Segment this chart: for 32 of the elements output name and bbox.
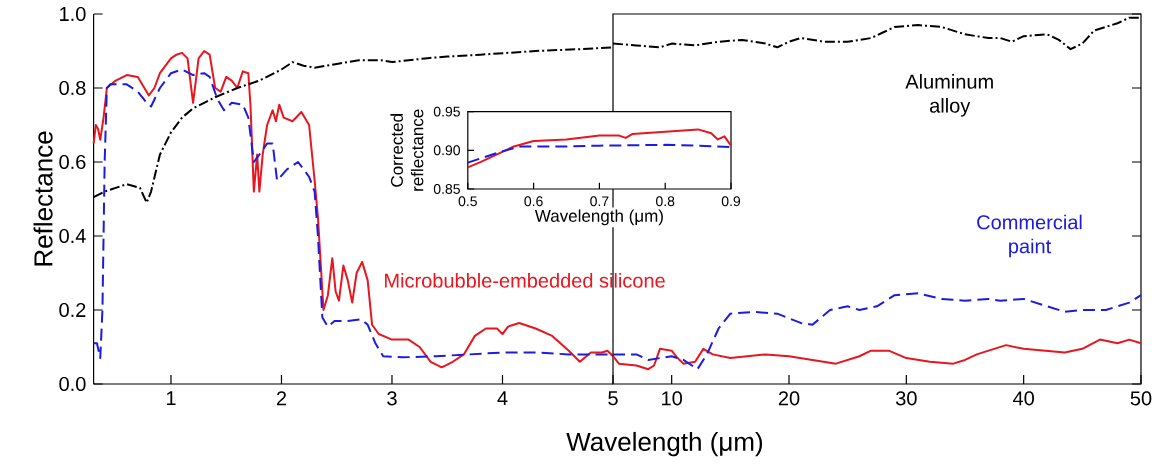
y-axis-title: Reflectance (33, 131, 53, 266)
x-tick-label: 30 (895, 391, 917, 406)
text: Commercial paint (977, 214, 1082, 258)
x-tick-label: 2 (276, 391, 287, 406)
y-tick-label: 1.0 (60, 6, 86, 22)
x-tick-label: 4 (497, 391, 508, 406)
x-tick-label: 50 (1130, 391, 1152, 406)
y-axis-title: Corrected reflectance (390, 109, 424, 191)
y-tick-label: 0.0 (59, 376, 86, 392)
x-tick-label: 10 (662, 391, 683, 406)
y-tick-label: 0.90 (433, 145, 460, 156)
y-tick-label: 0.85 (433, 184, 460, 194)
y-tick-label: 0.95 (433, 106, 460, 117)
y-tick-label: 0.8 (59, 80, 86, 96)
y-tick-label: 0.6 (59, 154, 86, 170)
y-tick-label: 0.4 (59, 228, 86, 244)
line-series (466, 128, 732, 169)
x-tick-label: 3 (387, 391, 397, 406)
line-series (466, 143, 732, 164)
x-axis-title: Wavelength (μm) (566, 431, 763, 457)
x-tick-label: 20 (778, 391, 800, 406)
y-tick-label: 0.2 (59, 302, 86, 318)
x-tick-label: 5 (608, 391, 618, 406)
x-tick-label: 0.9 (721, 196, 741, 207)
series-label: Aluminum alloy (905, 74, 993, 117)
x-tick-label: 0.6 (524, 196, 543, 207)
x-tick-label: 0.7 (590, 196, 609, 207)
x-tick-label: 0.5 (458, 196, 477, 207)
x-axis-title: Wavelength (μm) (534, 209, 663, 226)
x-tick-label: 40 (1013, 391, 1035, 406)
x-tick-label: 0.8 (656, 196, 675, 207)
x-tick-label: 1 (166, 391, 176, 406)
